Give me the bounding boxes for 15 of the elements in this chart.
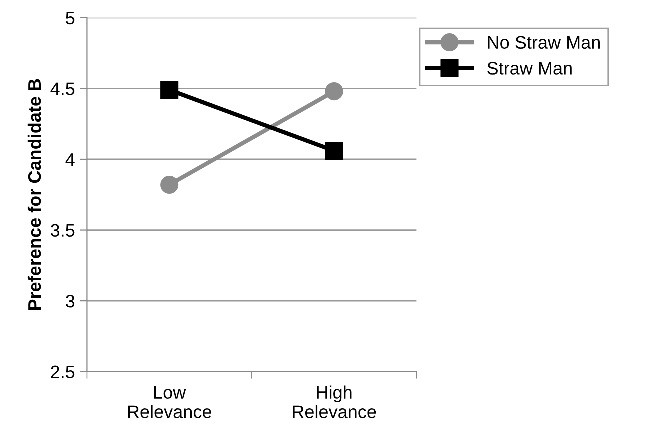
y-tick-label: 5 (66, 12, 75, 25)
y-tick-label: 3 (66, 294, 75, 308)
y-axis-title: Preference for Candidate B (28, 79, 42, 310)
x-tick-label: Low Relevance (128, 386, 212, 418)
y-tick-label: 3.5 (50, 224, 75, 237)
x-tick-label: High Relevance (293, 386, 376, 418)
point (325, 142, 344, 160)
legend-label: No Straw Man (488, 36, 600, 50)
point (160, 81, 179, 100)
point (325, 82, 344, 101)
y-tick-label: 4.5 (50, 82, 75, 96)
y-tick-label: 4 (66, 154, 75, 166)
point (160, 176, 179, 194)
legend-label: Straw Man (488, 62, 572, 75)
y-tick-label: 2.5 (51, 366, 75, 379)
